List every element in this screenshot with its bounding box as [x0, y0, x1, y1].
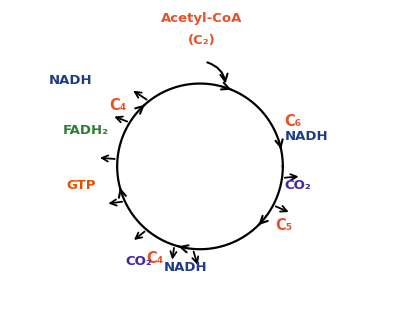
Text: C₄: C₄	[110, 98, 127, 113]
Text: NADH: NADH	[284, 130, 328, 143]
Text: Acetyl-CoA: Acetyl-CoA	[161, 12, 242, 24]
Text: C₆: C₆	[284, 114, 301, 129]
Text: NADH: NADH	[164, 261, 208, 273]
Text: CO₂: CO₂	[284, 179, 311, 192]
Text: GTP: GTP	[66, 179, 96, 192]
Text: C₅: C₅	[275, 218, 292, 233]
Text: (C₂): (C₂)	[188, 34, 216, 46]
Text: FADH₂: FADH₂	[63, 124, 109, 137]
Text: NADH: NADH	[48, 74, 92, 87]
Text: C₄: C₄	[147, 251, 164, 266]
Text: CO₂: CO₂	[126, 255, 152, 268]
